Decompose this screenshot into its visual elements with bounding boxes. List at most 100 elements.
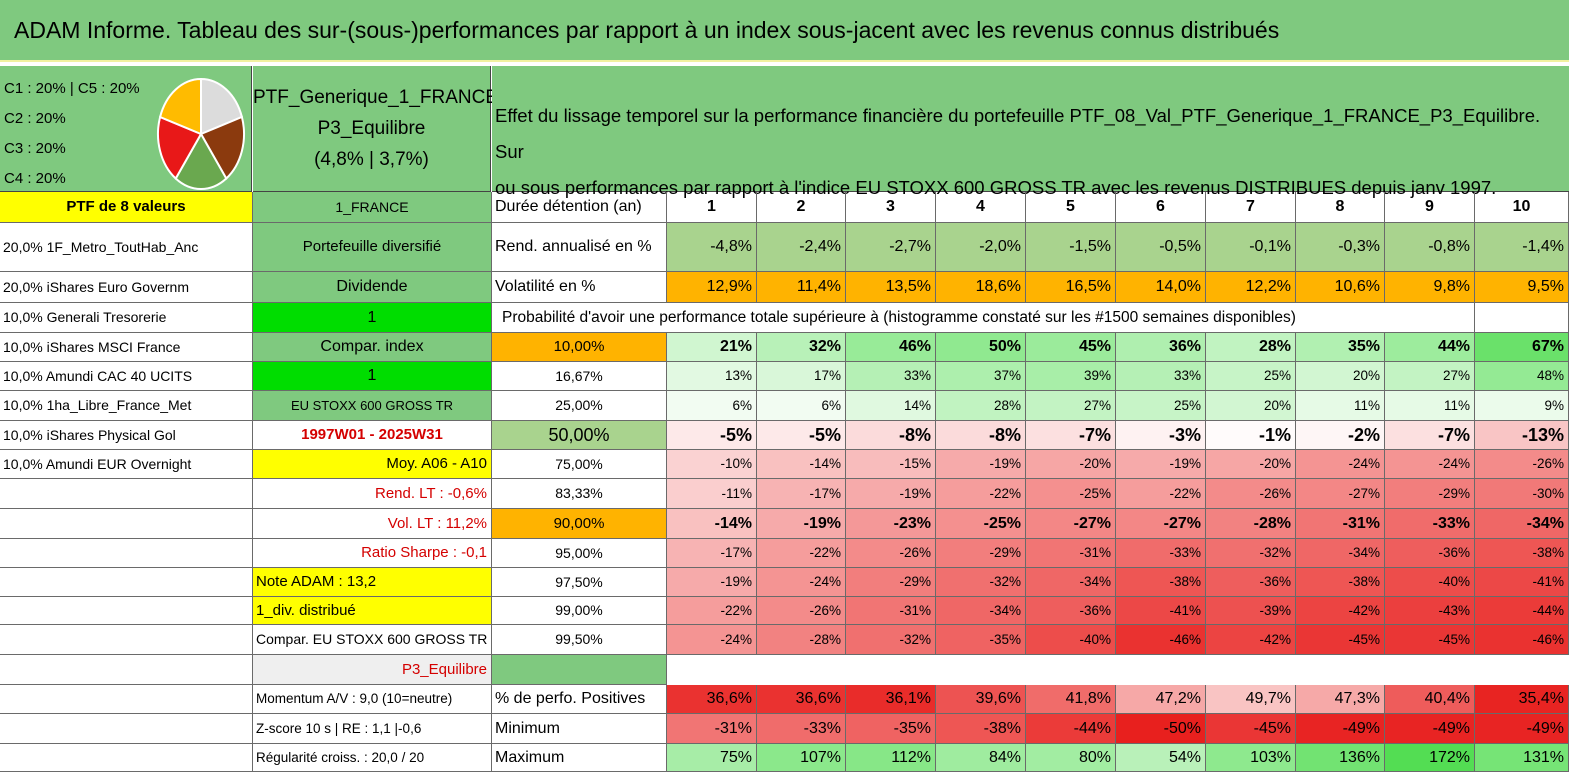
info-cell: 1997W01 - 2025W31: [253, 421, 492, 450]
probability-value: 9%: [1475, 391, 1569, 421]
year-header: 6: [1116, 192, 1206, 223]
stat-value: 35,4%: [1475, 685, 1569, 714]
probability-threshold: 50,00%: [492, 421, 667, 450]
probability-value: -26%: [846, 539, 936, 568]
probability-value: -29%: [1385, 479, 1475, 509]
probability-value: -8%: [936, 421, 1026, 450]
probability-value: -38%: [1116, 568, 1206, 597]
probability-value: 25%: [1206, 362, 1296, 391]
probability-value: -19%: [846, 479, 936, 509]
probability-value: -24%: [667, 625, 757, 655]
probability-value: -10%: [667, 450, 757, 479]
legend-line: C1 : 20% | C5 : 20%: [4, 80, 140, 97]
probability-value: 25%: [1116, 391, 1206, 421]
stat-value: 103%: [1206, 744, 1296, 772]
year-header: 2: [757, 192, 846, 223]
stat-label: Maximum: [492, 744, 667, 772]
probability-value: -19%: [1116, 450, 1206, 479]
empty-green-cell: [492, 655, 667, 685]
probability-value: -46%: [1116, 625, 1206, 655]
probability-threshold: 99,50%: [492, 625, 667, 655]
info-cell: Vol. LT : 11,2%: [253, 509, 492, 539]
probability-value: -22%: [757, 539, 846, 568]
rend-value: -2,0%: [936, 223, 1026, 272]
vol-value: 11,4%: [757, 272, 846, 303]
probability-value: -22%: [1116, 479, 1206, 509]
probability-value: 20%: [1296, 362, 1385, 391]
probability-value: 11%: [1296, 391, 1385, 421]
blank-row: [667, 655, 1569, 685]
rend-value: -0,3%: [1296, 223, 1385, 272]
probability-value: -19%: [757, 509, 846, 539]
probability-value: -27%: [1296, 479, 1385, 509]
probability-value: 28%: [936, 391, 1026, 421]
probability-value: -40%: [1385, 568, 1475, 597]
probability-value: -34%: [936, 597, 1026, 625]
rend-label: Rend. annualisé en %: [492, 223, 667, 272]
vol-value: 12,2%: [1206, 272, 1296, 303]
stat-value: 47,2%: [1116, 685, 1206, 714]
report-description: Effet du lissage temporel sur la perform…: [492, 66, 1569, 198]
stat-value: -38%: [936, 714, 1026, 744]
probability-value: -29%: [936, 539, 1026, 568]
probability-value: -33%: [1385, 509, 1475, 539]
stat-value: 131%: [1475, 744, 1569, 772]
probability-value: 27%: [1026, 391, 1116, 421]
probability-value: -32%: [1206, 539, 1296, 568]
probability-value: -20%: [1206, 450, 1296, 479]
vol-value: 9,8%: [1385, 272, 1475, 303]
rend-value: -1,5%: [1026, 223, 1116, 272]
probability-value: -31%: [846, 597, 936, 625]
stat-value: 39,6%: [936, 685, 1026, 714]
vol-label: Volatilité en %: [492, 272, 667, 303]
holding-row: 10,0% iShares MSCI France: [0, 333, 253, 362]
vol-value: 18,6%: [936, 272, 1026, 303]
rend-value: -0,8%: [1385, 223, 1475, 272]
stat-label: % de perfo. Positives: [492, 685, 667, 714]
stat-value: 36,6%: [757, 685, 846, 714]
year-header: 7: [1206, 192, 1296, 223]
rend-value: -4,8%: [667, 223, 757, 272]
portfolio-name-line2: P3_Equilibre: [317, 118, 426, 139]
probability-value: -44%: [1475, 597, 1569, 625]
stat-value: 80%: [1026, 744, 1116, 772]
pie-slice: [157, 115, 203, 181]
probability-value: -39%: [1206, 597, 1296, 625]
info-cell: Rend. LT : -0,6%: [253, 479, 492, 509]
year-header: 9: [1385, 192, 1475, 223]
probability-value: -41%: [1116, 597, 1206, 625]
year-header: 5: [1026, 192, 1116, 223]
probability-value: -31%: [1296, 509, 1385, 539]
info-cell: Dividende: [253, 272, 492, 303]
vol-value: 14,0%: [1116, 272, 1206, 303]
probability-value: -40%: [1026, 625, 1116, 655]
year-header: 10: [1475, 192, 1569, 223]
rend-value: -2,4%: [757, 223, 846, 272]
probability-value: -23%: [846, 509, 936, 539]
probability-value: 48%: [1475, 362, 1569, 391]
probability-value: -43%: [1385, 597, 1475, 625]
stat-value: -35%: [846, 714, 936, 744]
stat-value: 41,8%: [1026, 685, 1116, 714]
probability-value: -28%: [757, 625, 846, 655]
year-header: 8: [1296, 192, 1385, 223]
rend-value: -0,5%: [1116, 223, 1206, 272]
probability-value: -28%: [1206, 509, 1296, 539]
probability-value: -32%: [936, 568, 1026, 597]
stat-value: 36,6%: [667, 685, 757, 714]
probability-threshold: 75,00%: [492, 450, 667, 479]
holding-row: 20,0% 1F_Metro_ToutHab_Anc: [0, 223, 253, 272]
probability-value: -34%: [1026, 568, 1116, 597]
probability-value: 33%: [1116, 362, 1206, 391]
holding-row: [0, 655, 253, 685]
stat-label: Minimum: [492, 714, 667, 744]
info-cell: EU STOXX 600 GROSS TR: [253, 391, 492, 421]
info-cell: Z-score 10 s | RE : 1,1 |-0,6: [253, 714, 492, 744]
description-line2: ou sous performances par rapport à l'ind…: [495, 177, 1497, 198]
probability-value: 36%: [1116, 333, 1206, 362]
probability-value: -32%: [846, 625, 936, 655]
probability-value: -36%: [1206, 568, 1296, 597]
probability-value: 28%: [1206, 333, 1296, 362]
year-header: 1: [667, 192, 757, 223]
